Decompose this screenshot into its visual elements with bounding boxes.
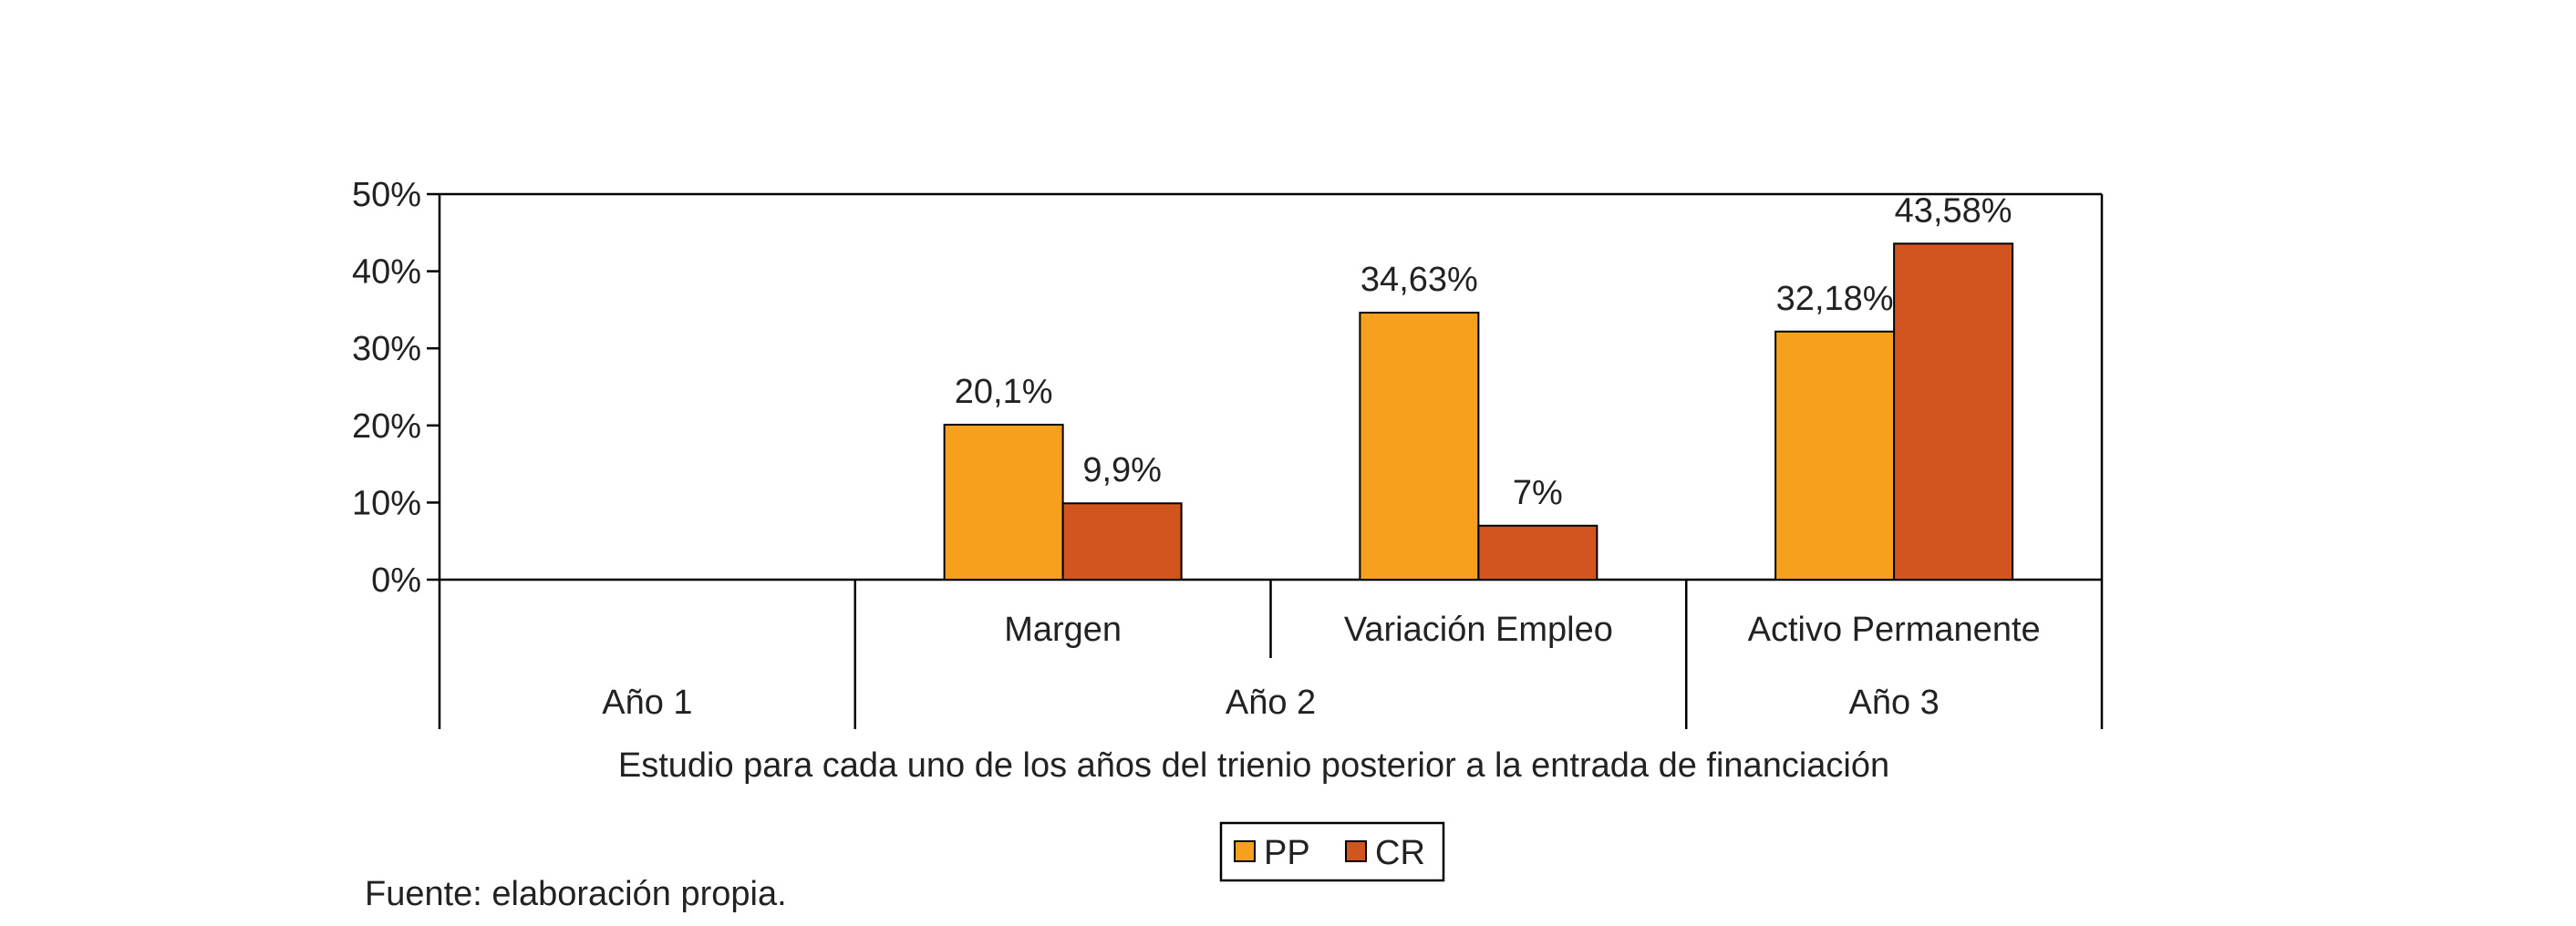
bar-value-label: 9,9% [1082,451,1162,489]
legend-box [1219,821,1445,882]
y-axis-ticks: 0% 10% 20% 30% 40% 50% [352,176,440,600]
x-axis-label: Estudio para cada uno de los años del tr… [618,746,1889,785]
group-label: Año 3 [1848,684,1939,722]
y-tick-label: 10% [352,484,421,522]
bar-value-label: 20,1% [955,373,1053,411]
category-label: Margen [1004,611,1122,649]
bar-cr [1477,524,1598,581]
legend-label-cr: CR [1375,834,1425,872]
category-label: Variación Empleo [1344,611,1613,649]
bar-pp [1774,330,1896,581]
bar-value-label: 34,63% [1360,261,1478,299]
bar-value-label: 7% [1513,474,1563,512]
legend-swatch-cr [1345,840,1367,862]
source-note: Fuente: elaboración propia. [365,875,787,913]
y-tick-label: 40% [352,253,421,292]
group-label: Año 2 [1226,684,1316,722]
legend-label-pp: PP [1264,834,1310,872]
y-tick-label: 0% [371,561,421,600]
y-tick-label: 20% [352,407,421,446]
bar-pp [1359,312,1480,581]
bar-cr [1061,502,1183,581]
bar-value-label: 43,58% [1895,191,2012,230]
bar-value-label: 32,18% [1776,280,1894,318]
legend-swatch-pp [1234,840,1256,862]
y-tick-label: 30% [352,330,421,368]
data-labels: 20,1% 34,63% 32,18% 9,9% 7% 43,58% [955,191,2012,511]
x-axis-categories: Margen Variación Empleo Activo Permanente A… [602,611,2040,722]
group-label: Año 1 [602,684,692,722]
bar-cr [1893,242,2014,581]
category-label: Activo Permanente [1748,611,2041,649]
chart-bars [943,242,2014,581]
legend: PP CR [1219,821,1445,882]
y-tick-label: 50% [352,176,421,214]
bar-pp [943,423,1064,581]
